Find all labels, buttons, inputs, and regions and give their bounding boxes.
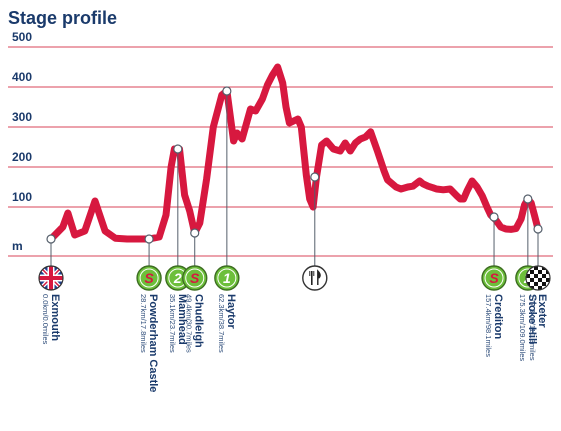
waypoint-distance: 157.4km/98.1miles xyxy=(484,294,493,357)
waypoint-marker xyxy=(310,172,320,182)
sprint-icon: S xyxy=(136,265,162,291)
waypoint-marker xyxy=(533,224,543,234)
climb-cat1-icon: 1 xyxy=(214,265,240,291)
feed-zone-icon xyxy=(302,265,328,291)
waypoint-marker xyxy=(144,234,154,244)
waypoint-name: Exeter xyxy=(536,294,548,328)
y-axis-unit-label: m xyxy=(12,239,23,253)
waypoint-marker xyxy=(190,228,200,238)
waypoint-distance: 28.7km/17.8miles xyxy=(139,294,148,353)
waypoint-badge-text: 2 xyxy=(173,270,182,286)
waypoint-distance: 62.3km/38.7miles xyxy=(217,294,226,353)
waypoint-5 xyxy=(302,172,328,291)
sprint-icon: S xyxy=(182,265,208,291)
waypoint-marker xyxy=(173,144,183,154)
waypoint-name: Exmouth xyxy=(49,294,61,341)
y-tick-label-500: 500 xyxy=(12,30,32,44)
waypoint-name: Powderham Castle xyxy=(147,294,159,392)
waypoint-name: Chudleigh xyxy=(193,294,205,348)
waypoint-distance: 175.3km/109.0miles xyxy=(518,294,527,361)
union-flag-icon xyxy=(38,265,64,291)
waypoint-marker xyxy=(489,212,499,222)
waypoint-distance: 35.1km/23.7miles xyxy=(168,294,177,353)
waypoint-marker xyxy=(523,194,533,204)
y-tick-label-300: 300 xyxy=(12,110,32,124)
finish-flag-icon xyxy=(525,265,551,291)
y-tick-label-100: 100 xyxy=(12,190,32,204)
waypoint-marker xyxy=(222,86,232,96)
waypoint-distance: 49.4km/30.7miles xyxy=(185,294,194,353)
elevation-profile-line xyxy=(47,63,542,243)
waypoint-distance: 177.3km/110.3miles xyxy=(528,294,537,361)
chart-title: Stage profile xyxy=(8,8,117,28)
waypoint-badge-text: 1 xyxy=(223,270,231,286)
waypoint-name: Stoke Hill xyxy=(526,294,538,344)
waypoint-name: Crediton xyxy=(492,294,504,340)
waypoint-name: Mamhead xyxy=(176,294,188,345)
waypoint-name: Haytor xyxy=(225,294,237,330)
waypoint-distance: 0.0km/0.0miles xyxy=(41,294,50,345)
sprint-icon: S xyxy=(481,265,507,291)
y-tick-label-200: 200 xyxy=(12,150,32,164)
waypoint-badge-text: S xyxy=(489,270,499,286)
waypoint-badge-text: S xyxy=(144,270,154,286)
waypoint-marker xyxy=(46,234,56,244)
y-tick-label-400: 400 xyxy=(12,70,32,84)
waypoint-badge-text: S xyxy=(190,270,200,286)
